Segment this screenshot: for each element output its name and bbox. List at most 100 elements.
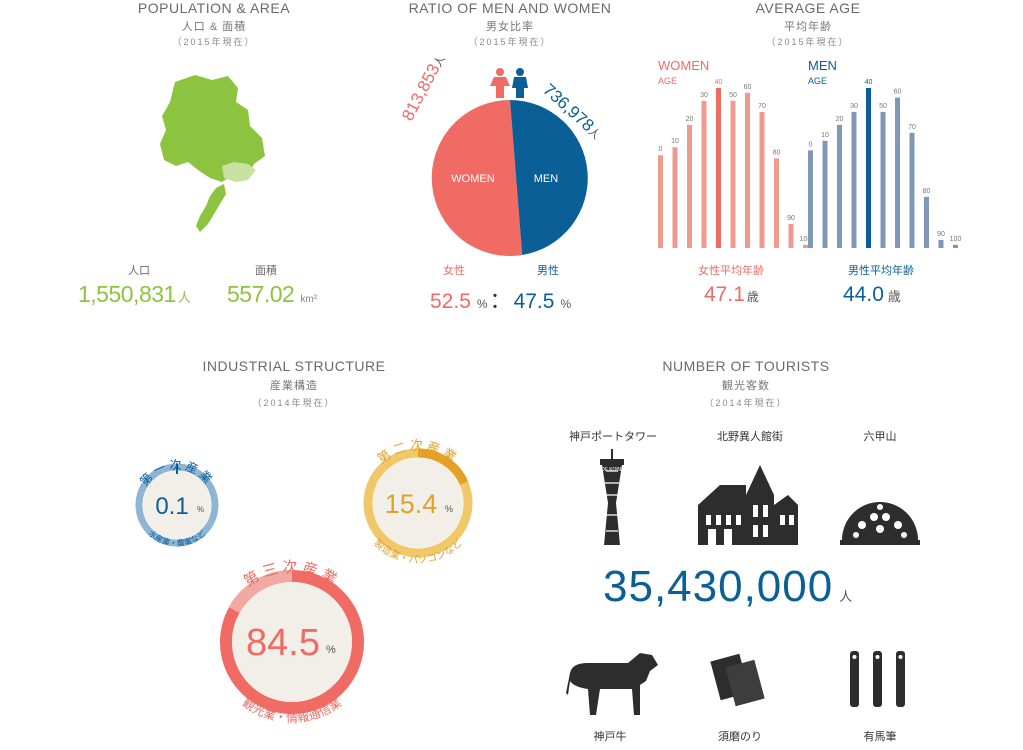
ratio-note: （2015年現在）	[468, 37, 552, 47]
product-beef-label: 神戸牛	[593, 731, 627, 743]
spot-kitano-label: 北野異人館街	[717, 431, 783, 443]
tourists-title: NUMBER OF TOURISTS	[662, 358, 830, 374]
women-avg-value: 47.1	[704, 283, 745, 306]
men-age-tick: 90	[937, 231, 945, 238]
area-value: 557.02	[227, 281, 295, 307]
women-age-bar	[774, 158, 779, 248]
women-age-bar	[658, 155, 663, 248]
man-figure-icon	[512, 68, 528, 98]
population-note: （2015年現在）	[172, 37, 256, 47]
port-tower-icon: OF KOBE	[600, 449, 624, 545]
spot-rokko-label: 六甲山	[863, 431, 897, 443]
men-age-bar	[880, 112, 886, 248]
ratio-separator: ：	[489, 288, 512, 313]
women-age-tick: 0	[659, 146, 663, 153]
men-avg-unit: 歳	[887, 289, 901, 304]
men-age-bar	[953, 244, 958, 248]
women-percent-unit: %	[476, 297, 488, 311]
area-unit: km²	[300, 294, 318, 305]
women-age-tick: 80	[773, 149, 781, 156]
population-title-jp: 人口 & 面積	[181, 21, 247, 33]
women-age-tick: 90	[787, 215, 795, 222]
industry-note: （2014年現在）	[252, 398, 336, 408]
woman-figure-icon	[490, 68, 510, 98]
women-age-bar	[759, 112, 765, 248]
spot-port-tower-label: 神戸ポートタワー	[569, 431, 657, 443]
primary-center	[143, 471, 211, 539]
men-age-tick: 10	[821, 132, 829, 139]
women-percent: 52.5	[430, 290, 471, 313]
men-avg-value: 44.0	[843, 283, 884, 306]
area-label: 面積	[255, 265, 277, 277]
primary-value: 0.1	[155, 493, 188, 520]
men-age-sub: AGE	[808, 76, 828, 86]
men-age-bar	[837, 124, 842, 248]
women-age-bar	[701, 100, 707, 248]
population-title: POPULATION & AREA	[137, 0, 291, 16]
kitano-ijinkan-icon	[698, 465, 798, 545]
women-age-bar	[672, 147, 678, 248]
women-avg-unit: 歳	[746, 290, 759, 304]
women-age-bar	[716, 88, 721, 248]
tourist-spot-illustrations: OF KOBE	[600, 449, 920, 545]
women-age-tick: 40	[715, 79, 723, 86]
port-tower-sign: OF KOBE	[601, 467, 624, 473]
secondary-value: 15.4	[385, 489, 438, 519]
tourists-count-unit: 人	[839, 589, 853, 604]
arima-fude-icon	[850, 651, 905, 707]
ratio-title-jp: 男女比率	[486, 21, 534, 33]
secondary-unit: %	[445, 504, 453, 514]
men-age-tick: 20	[836, 116, 844, 123]
women-age-tick: 70	[758, 103, 766, 110]
age-title: AVERAGE AGE	[755, 0, 861, 16]
women-age-heading: WOMEN	[658, 58, 710, 73]
hyogo-map	[160, 75, 265, 232]
men-avg-label: 男性平均年齢	[848, 265, 914, 277]
product-fude-label: 有馬筆	[863, 731, 897, 743]
population-value: 1,550,831	[78, 281, 176, 307]
primary-unit: %	[197, 505, 204, 514]
women-avg-label: 女性平均年齢	[698, 265, 764, 277]
kobe-beef-icon	[566, 653, 658, 715]
age-title-jp: 平均年齢	[784, 21, 832, 33]
women-age-bar	[730, 100, 736, 248]
men-age-tick: 50	[879, 103, 887, 110]
women-age-tick: 20	[686, 116, 694, 123]
secondary-center	[373, 458, 463, 548]
women-age-bar	[687, 124, 692, 248]
population-label: 人口	[128, 265, 150, 277]
women-age-tick: 50	[729, 92, 737, 99]
population-unit: 人	[177, 290, 191, 305]
hyogo-mainland-shape	[160, 75, 265, 182]
gender-pie-chart: WOMEN MEN	[431, 68, 588, 256]
product-illustrations	[566, 651, 905, 715]
product-nori-label: 須磨のり	[718, 731, 762, 743]
men-age-tick: 60	[894, 89, 902, 96]
ratio-title: RATIO OF MEN AND WOMEN	[408, 0, 612, 16]
men-slice	[510, 100, 588, 255]
men-age-bar	[822, 140, 828, 248]
women-age-bar	[745, 92, 750, 248]
tertiary-value: 84.5	[246, 622, 320, 664]
men-percent: 47.5	[513, 290, 555, 313]
tertiary-center	[232, 582, 352, 702]
men-pie-label: MEN	[534, 173, 559, 185]
women-pie-label: WOMEN	[451, 173, 494, 185]
age-note: （2015年現在）	[766, 37, 850, 47]
kobe-city-shape	[222, 162, 256, 182]
industry-title: INDUSTRIAL STRUCTURE	[202, 358, 386, 374]
women-age-tick: 30	[700, 92, 708, 99]
secondary-fill-arc	[417, 448, 469, 485]
women-age-bar	[803, 244, 808, 248]
men-percent-unit: %	[560, 297, 572, 311]
men-age-bar	[866, 88, 871, 248]
women-age-tick: 100	[800, 236, 812, 243]
men-age-tick: 40	[865, 79, 873, 86]
men-age-tick: 30	[850, 103, 858, 110]
women-age-bar	[788, 224, 794, 248]
men-age-bar	[938, 240, 944, 248]
tertiary-unit: %	[326, 644, 336, 656]
industry-donuts: 第一次産業 水産業・農業など 0.1 % 第二次産業 製造業・パソコンなど 15…	[135, 438, 473, 725]
tourists-count: 35,430,000	[603, 562, 834, 611]
suma-nori-icon	[710, 653, 765, 707]
